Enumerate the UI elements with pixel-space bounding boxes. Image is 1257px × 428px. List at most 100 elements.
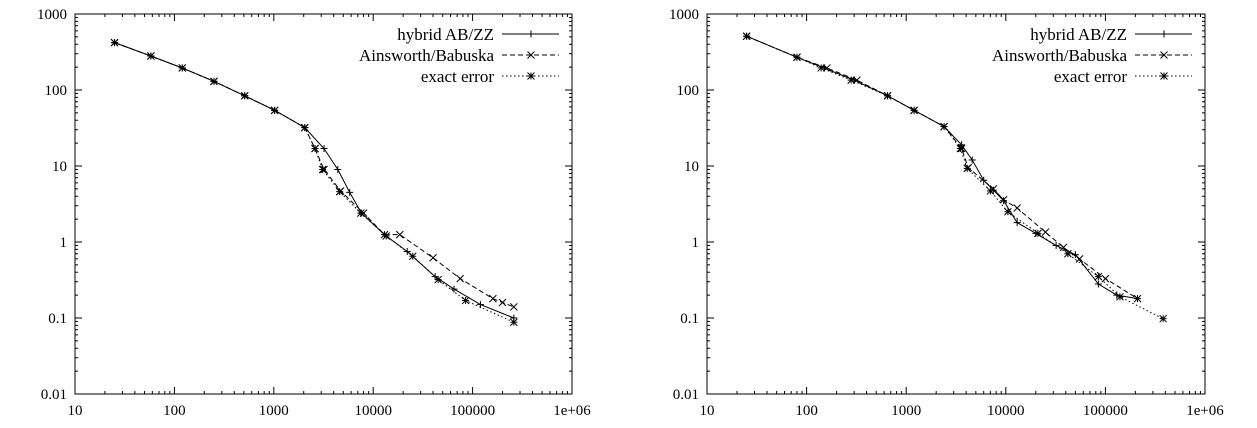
data-point	[1113, 291, 1121, 299]
chart-panel-1: 10 100 1000 10000 100000 1e+06 0.01 0.1 1 10 100 10…	[37, 7, 591, 419]
legend-marker	[527, 72, 535, 80]
legend-marker	[1160, 51, 1168, 59]
data-point	[408, 252, 417, 261]
data-point	[980, 176, 988, 184]
y-tick-label: 100	[45, 83, 68, 99]
x-tick-label: 10	[700, 403, 715, 419]
data-point	[1013, 219, 1021, 227]
plot-frame	[706, 13, 1206, 395]
y-tick-label: 0.01	[41, 387, 67, 403]
data-point	[356, 209, 365, 217]
legend-label: Ainsworth/Babuska	[992, 46, 1128, 65]
y-tick-label: 1000	[669, 7, 699, 23]
data-point	[318, 165, 327, 174]
data-point	[461, 296, 470, 305]
legend-entry: hybrid AB/ZZ	[397, 25, 559, 44]
data-point	[742, 32, 751, 41]
data-point	[986, 187, 995, 195]
data-point	[999, 195, 1008, 204]
data-point	[240, 91, 249, 100]
data-point	[509, 318, 518, 327]
legend-entry: Ainsworth/Babuska	[992, 46, 1192, 65]
data-point	[334, 165, 342, 173]
x-tick-label: 10	[68, 403, 83, 419]
y-tick-label: 1	[692, 235, 700, 251]
data-point	[395, 230, 404, 239]
data-point	[853, 76, 861, 84]
data-point	[956, 144, 965, 153]
data-point	[793, 53, 801, 62]
data-point	[270, 106, 279, 115]
data-point	[456, 274, 465, 283]
data-point	[498, 298, 507, 307]
data-point	[311, 144, 319, 153]
data-point	[178, 64, 187, 72]
legend-marker	[527, 51, 535, 59]
x-tick-label: 100000	[1083, 403, 1128, 419]
data-point	[1101, 274, 1110, 283]
data-point	[883, 91, 892, 100]
data-point	[210, 77, 218, 86]
data-point	[940, 122, 948, 131]
data-point	[1159, 314, 1168, 323]
data-point	[1116, 292, 1124, 301]
data-point	[1094, 280, 1102, 288]
data-point	[910, 106, 918, 115]
x-tick-label: 100000	[450, 403, 495, 419]
data-point	[1013, 204, 1022, 212]
plot-frame	[74, 13, 573, 395]
data-point	[1059, 243, 1068, 252]
data-point	[450, 285, 458, 293]
data-point	[489, 294, 497, 303]
x-tick-label: 100	[795, 403, 818, 419]
legend-marker	[527, 30, 535, 38]
data-point	[1094, 272, 1103, 281]
x-tick-label: 1e+06	[1186, 403, 1224, 419]
legend-marker	[1160, 72, 1168, 80]
y-tick-label: 10	[684, 159, 699, 175]
x-tick-label: 10000	[987, 403, 1025, 419]
legend-entry: exact error	[421, 67, 559, 86]
legend-label: exact error	[421, 67, 494, 86]
data-point	[300, 123, 309, 132]
series-exact-error	[742, 32, 1168, 323]
data-point	[509, 303, 518, 311]
y-tick-label: 0.1	[48, 311, 67, 327]
legend-label: hybrid AB/ZZ	[1030, 25, 1127, 44]
data-point	[1041, 228, 1050, 236]
y-tick-label: 10	[52, 159, 67, 175]
x-tick-label: 100	[163, 403, 186, 419]
y-tick-label: 100	[677, 83, 700, 99]
legend-marker	[1160, 30, 1168, 38]
x-tick-label: 1000	[891, 403, 921, 419]
y-tick-label: 0.01	[673, 387, 699, 403]
data-point	[968, 156, 976, 164]
data-point	[817, 64, 826, 72]
series-line	[746, 35, 1164, 320]
x-tick-label: 10000	[354, 403, 392, 419]
legend-label: hybrid AB/ZZ	[397, 25, 494, 44]
legend-entry: Ainsworth/Babuska	[359, 46, 559, 65]
data-point	[1064, 249, 1072, 258]
x-tick-label: 1e+06	[553, 403, 591, 419]
data-point	[1075, 255, 1084, 263]
x-tick-label: 1000	[259, 403, 289, 419]
series-exact-error	[110, 38, 518, 327]
data-point	[434, 275, 442, 284]
series-line	[114, 42, 515, 323]
data-point	[823, 64, 831, 72]
legend-label: Ainsworth/Babuska	[359, 46, 495, 65]
data-point	[110, 38, 119, 47]
legend-entry: exact error	[1054, 67, 1192, 86]
data-point	[147, 52, 155, 60]
data-point	[1133, 294, 1142, 303]
y-tick-label: 1000	[37, 7, 67, 23]
data-point	[1034, 229, 1042, 238]
data-point	[963, 164, 972, 173]
y-tick-label: 0.1	[680, 311, 699, 327]
data-point	[320, 144, 328, 152]
legend-label: exact error	[1054, 67, 1127, 86]
data-point	[1004, 207, 1012, 216]
legend-entry: hybrid AB/ZZ	[1030, 25, 1192, 44]
